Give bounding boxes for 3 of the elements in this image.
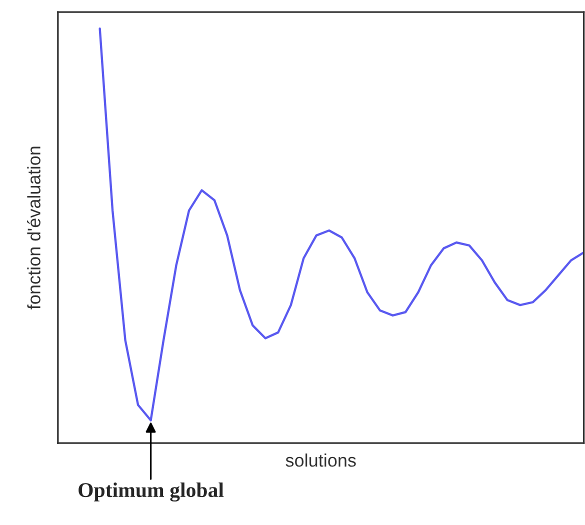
y-axis-title: fonction d'évaluation: [26, 146, 40, 310]
text: Optimum global: [78, 482, 224, 502]
x-axis-title: solutions: [286, 454, 356, 467]
